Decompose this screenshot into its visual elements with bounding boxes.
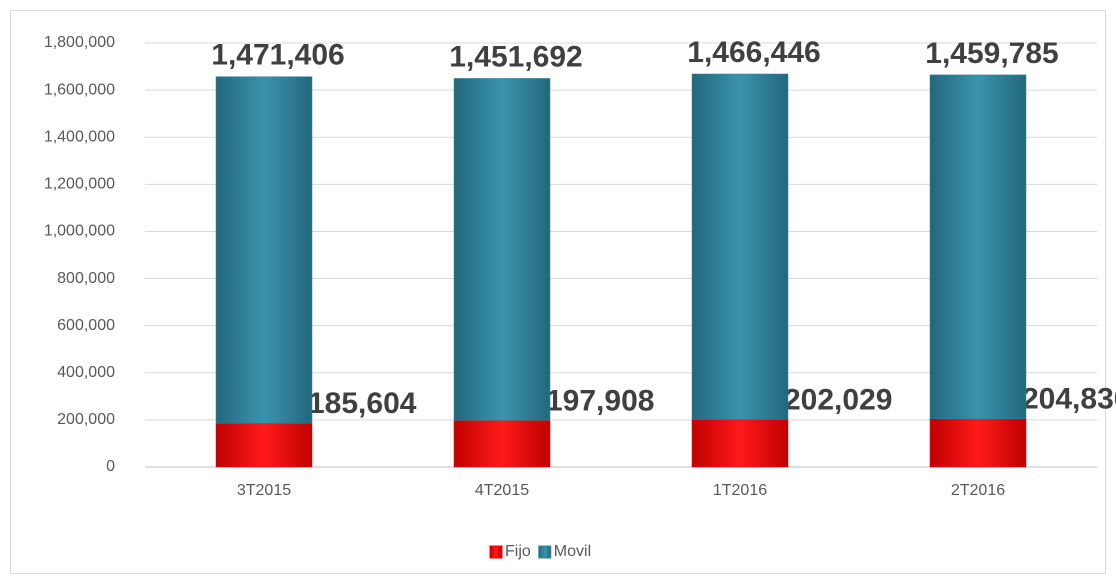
y-tick-label: 800,000 bbox=[57, 270, 115, 287]
y-tick-label: 1,200,000 bbox=[44, 176, 115, 193]
legend-swatch bbox=[538, 545, 552, 559]
x-tick-label: 2T2016 bbox=[951, 482, 1005, 499]
legend-swatch bbox=[489, 545, 503, 559]
data-label: 1,471,406 bbox=[211, 39, 344, 72]
y-tick-label: 1,000,000 bbox=[44, 223, 115, 240]
legend-label: Fijo bbox=[505, 543, 531, 560]
x-tick-label: 3T2015 bbox=[237, 482, 291, 499]
y-tick-label: 600,000 bbox=[57, 317, 115, 334]
y-tick-label: 1,400,000 bbox=[44, 128, 115, 145]
chart-border bbox=[10, 10, 1106, 574]
y-tick-label: 1,800,000 bbox=[44, 34, 115, 51]
y-tick-label: 1,600,000 bbox=[44, 81, 115, 98]
x-tick-label: 4T2015 bbox=[475, 482, 529, 499]
y-tick-label: 200,000 bbox=[57, 411, 115, 428]
data-label: 1,451,692 bbox=[449, 40, 582, 73]
legend-label: Movil bbox=[554, 543, 591, 560]
data-label: 197,908 bbox=[546, 384, 654, 417]
data-label: 204,830 bbox=[1022, 383, 1116, 416]
y-tick-label: 400,000 bbox=[57, 364, 115, 381]
data-label: 1,459,785 bbox=[925, 37, 1058, 70]
data-label: 202,029 bbox=[784, 383, 892, 416]
x-tick-label: 1T2016 bbox=[713, 482, 767, 499]
data-label: 1,466,446 bbox=[687, 36, 820, 69]
bar-segment bbox=[691, 419, 789, 468]
bar-segment bbox=[215, 423, 313, 468]
bar-segment bbox=[215, 76, 313, 424]
bar-segment bbox=[929, 74, 1027, 420]
bar-segment bbox=[929, 418, 1027, 468]
bar-segment bbox=[453, 78, 551, 421]
bar-segment bbox=[691, 73, 789, 420]
bar-segment bbox=[453, 420, 551, 468]
y-tick-label: 0 bbox=[106, 458, 115, 475]
data-label: 185,604 bbox=[308, 387, 417, 420]
